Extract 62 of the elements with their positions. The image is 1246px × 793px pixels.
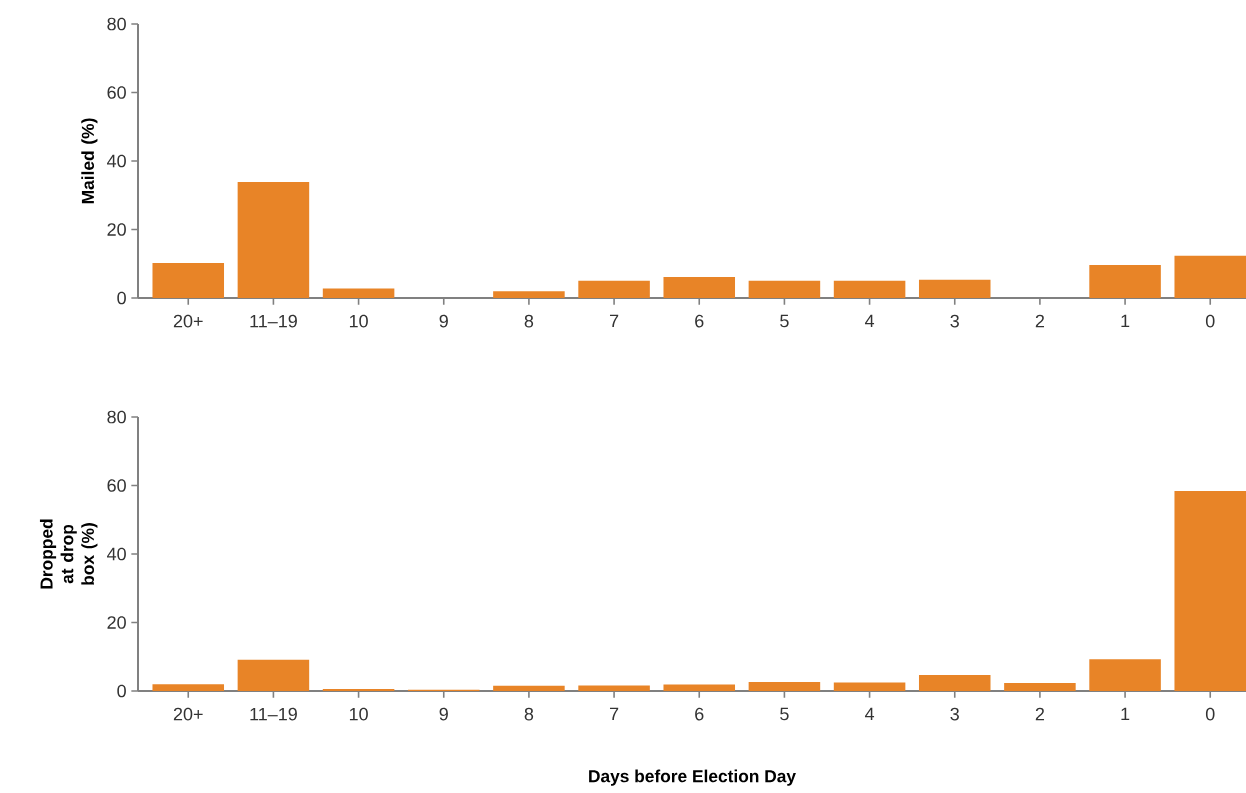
y-tick-label: 40 [107, 154, 126, 168]
x-tick-label: 11–19 [250, 707, 297, 721]
bar [578, 685, 650, 691]
bar [748, 280, 821, 298]
x-tick-label: 20+ [173, 707, 203, 721]
x-tick-label: 20+ [173, 314, 203, 328]
bar [237, 659, 310, 691]
x-tick-label: 1 [1121, 314, 1130, 328]
bar [152, 263, 225, 298]
bar [833, 280, 906, 298]
y-tick-label: 60 [107, 86, 126, 99]
y-tick-label: 20 [107, 223, 126, 236]
y-tick-label: 0 [117, 684, 126, 698]
x-tick-label: 8 [524, 707, 534, 721]
bar [663, 684, 736, 691]
bar [748, 682, 821, 691]
x-tick-label: 5 [780, 314, 789, 328]
x-tick-label: 7 [609, 314, 619, 328]
y-tick-label: 0 [117, 291, 126, 305]
bar [918, 674, 991, 691]
y-tick-label: 20 [107, 616, 126, 629]
x-tick-label: 10 [349, 707, 368, 721]
y-tick-label: 60 [107, 479, 126, 492]
bar [322, 288, 395, 298]
bar [237, 181, 310, 298]
x-tick-label: 9 [439, 707, 448, 721]
bar [1004, 683, 1076, 691]
y-axis-title: Dropped at drop box (%) [39, 519, 98, 589]
x-tick-label: 11–19 [250, 314, 297, 328]
x-tick-label: 6 [695, 707, 704, 721]
bar [152, 684, 225, 691]
bar [578, 280, 650, 298]
x-tick-label: 4 [864, 707, 875, 721]
bar [493, 291, 565, 298]
y-tick-label: 80 [107, 410, 126, 424]
x-tick-label: 5 [780, 707, 789, 721]
x-tick-label: 2 [1035, 707, 1045, 721]
bar [1174, 490, 1246, 691]
y-tick-label: 80 [107, 17, 126, 31]
x-tick-label: 2 [1035, 314, 1045, 328]
x-tick-label: 8 [524, 314, 534, 328]
y-axis-title: Mailed (%) [81, 118, 98, 204]
x-tick-label: 9 [439, 314, 448, 328]
x-axis-title: Days before Election Day [589, 769, 796, 786]
x-tick-label: 0 [1205, 314, 1215, 328]
bar [322, 688, 395, 691]
bar [833, 682, 906, 691]
bar [663, 277, 736, 298]
bar [1089, 659, 1161, 691]
bar [1089, 265, 1161, 298]
y-tick-label: 40 [107, 547, 126, 561]
x-tick-label: 10 [349, 314, 368, 328]
x-tick-label: 3 [950, 707, 959, 721]
bar [493, 685, 565, 691]
x-tick-label: 7 [609, 707, 619, 721]
x-tick-label: 6 [695, 314, 704, 328]
x-tick-label: 4 [864, 314, 875, 328]
bar [918, 279, 991, 298]
x-tick-label: 3 [950, 314, 959, 328]
x-tick-label: 1 [1121, 707, 1130, 721]
x-tick-label: 0 [1205, 707, 1215, 721]
bar [1174, 255, 1246, 298]
